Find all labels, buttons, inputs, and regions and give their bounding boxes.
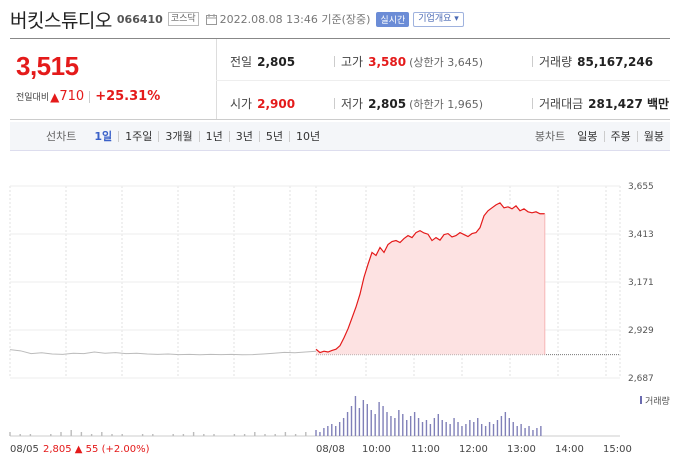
calendar-icon — [205, 13, 217, 25]
x-tick-label: 08/05 — [10, 444, 39, 455]
price-change: 전일대비 ▲ 710 +25.31% — [16, 89, 160, 104]
tab-1d[interactable]: 1일 — [94, 129, 113, 143]
tab-weekly-candle[interactable]: 주봉 — [603, 130, 637, 142]
change-value: 710 — [59, 89, 85, 104]
amount-label: 거래대금 — [539, 97, 584, 111]
stock-header: 버킷스튜디오 066410 코스닥 2022.08.08 13:46 기준(장중… — [10, 6, 464, 32]
tab-3y[interactable]: 3년 — [228, 130, 259, 142]
amount-value: 281,427 백만 — [588, 97, 670, 111]
tab-daily-candle[interactable]: 일봉 — [577, 129, 598, 143]
x-tick-label: 11:00 — [411, 444, 440, 455]
tab-1w[interactable]: 1주일 — [118, 130, 158, 142]
tab-5y[interactable]: 5년 — [258, 130, 289, 142]
y-axis: 3,655 3,413 3,171 2,929 2,687 — [628, 182, 654, 384]
line-chart-label: 선차트 — [46, 130, 77, 143]
y-tick-label: 3,413 — [628, 230, 654, 240]
prev-close-value: 2,805 — [257, 55, 296, 69]
y-tick-label: 2,687 — [628, 374, 654, 384]
prev-day-summary: 2,805 ▲ 55 (+2.00%) — [43, 444, 150, 455]
x-tick-label: 14:00 — [555, 444, 584, 455]
company-overview-button[interactable]: 기업개요 ▾ — [413, 11, 464, 27]
lower-limit: (하한가 1,965) — [409, 98, 483, 111]
low-label: 저가 — [341, 97, 364, 111]
realtime-button[interactable]: 실시간 — [376, 11, 410, 27]
price-line — [315, 202, 545, 354]
prev-day-line — [9, 349, 317, 356]
volume-value: 85,167,246 — [577, 55, 654, 69]
tab-3m[interactable]: 3개월 — [158, 130, 198, 142]
volume-legend: 거래량 — [645, 395, 670, 407]
x-tick-label: 13:00 — [507, 444, 536, 455]
tab-1y[interactable]: 1년 — [198, 130, 229, 142]
price-chart[interactable]: 3,655 3,413 3,171 2,929 2,687 거래량 08/05 08/08… — [0, 178, 680, 456]
high-label: 고가 — [341, 55, 364, 69]
period-selector: 선차트 1일 1주일 3개월 1년 3년 5년 10년 봉차트 일봉 주봉 월봉 — [10, 122, 670, 151]
open-label: 시가 — [230, 97, 253, 111]
x-tick-label: 15:00 — [603, 444, 632, 455]
market-badge: 코스닥 — [167, 12, 199, 26]
tab-monthly-candle[interactable]: 월봉 — [636, 130, 670, 142]
stock-code: 066410 — [116, 12, 163, 26]
volume-series: 거래량 — [9, 395, 670, 437]
volume-label: 거래량 — [539, 55, 573, 69]
volume-legend-swatch — [640, 396, 642, 404]
y-tick-label: 3,171 — [628, 278, 654, 288]
open-cell: 시가 2,900 — [230, 95, 295, 112]
high-value: 3,580 — [368, 55, 407, 69]
tab-10y[interactable]: 10년 — [289, 130, 326, 142]
x-tick-label: 10:00 — [362, 444, 391, 455]
amount-cell: 거래대금 281,427 백만 — [532, 95, 669, 112]
high-cell: 고가 3,580 (상한가 3,645) — [334, 53, 483, 70]
low-cell: 저가 2,805 (하한가 1,965) — [334, 95, 483, 112]
upper-limit: (상한가 3,645) — [409, 56, 483, 69]
stock-name: 버킷스튜디오 — [10, 9, 112, 32]
y-tick-label: 3,655 — [628, 182, 654, 192]
price-area — [316, 202, 545, 355]
x-tick-label: 12:00 — [459, 444, 488, 455]
volume-cell: 거래량 85,167,246 — [532, 53, 653, 70]
low-value: 2,805 — [368, 97, 407, 111]
change-percent: +25.31% — [95, 89, 161, 104]
prev-close-label: 전일 — [230, 55, 253, 69]
current-price: 3,515 — [16, 51, 79, 81]
prev-close-cell: 전일 2,805 — [230, 53, 295, 70]
y-tick-label: 2,929 — [628, 326, 654, 336]
quote-datetime: 2022.08.08 13:46 기준(장중) — [219, 13, 371, 26]
open-value: 2,900 — [257, 97, 296, 111]
prev-compare-label: 전일대비 — [16, 93, 50, 103]
x-tick-label: 08/08 — [316, 444, 345, 455]
price-series — [9, 202, 620, 356]
candle-chart-label: 봉차트 — [534, 130, 566, 143]
quote-summary: 3,515 전일대비 ▲ 710 +25.31% 전일 2,805 고가 3,580… — [10, 38, 670, 120]
x-axis: 08/05 08/08 10:00 11:00 12:00 13:00 14:00 15:00… — [10, 444, 632, 455]
up-arrow-icon: ▲ — [50, 89, 60, 104]
